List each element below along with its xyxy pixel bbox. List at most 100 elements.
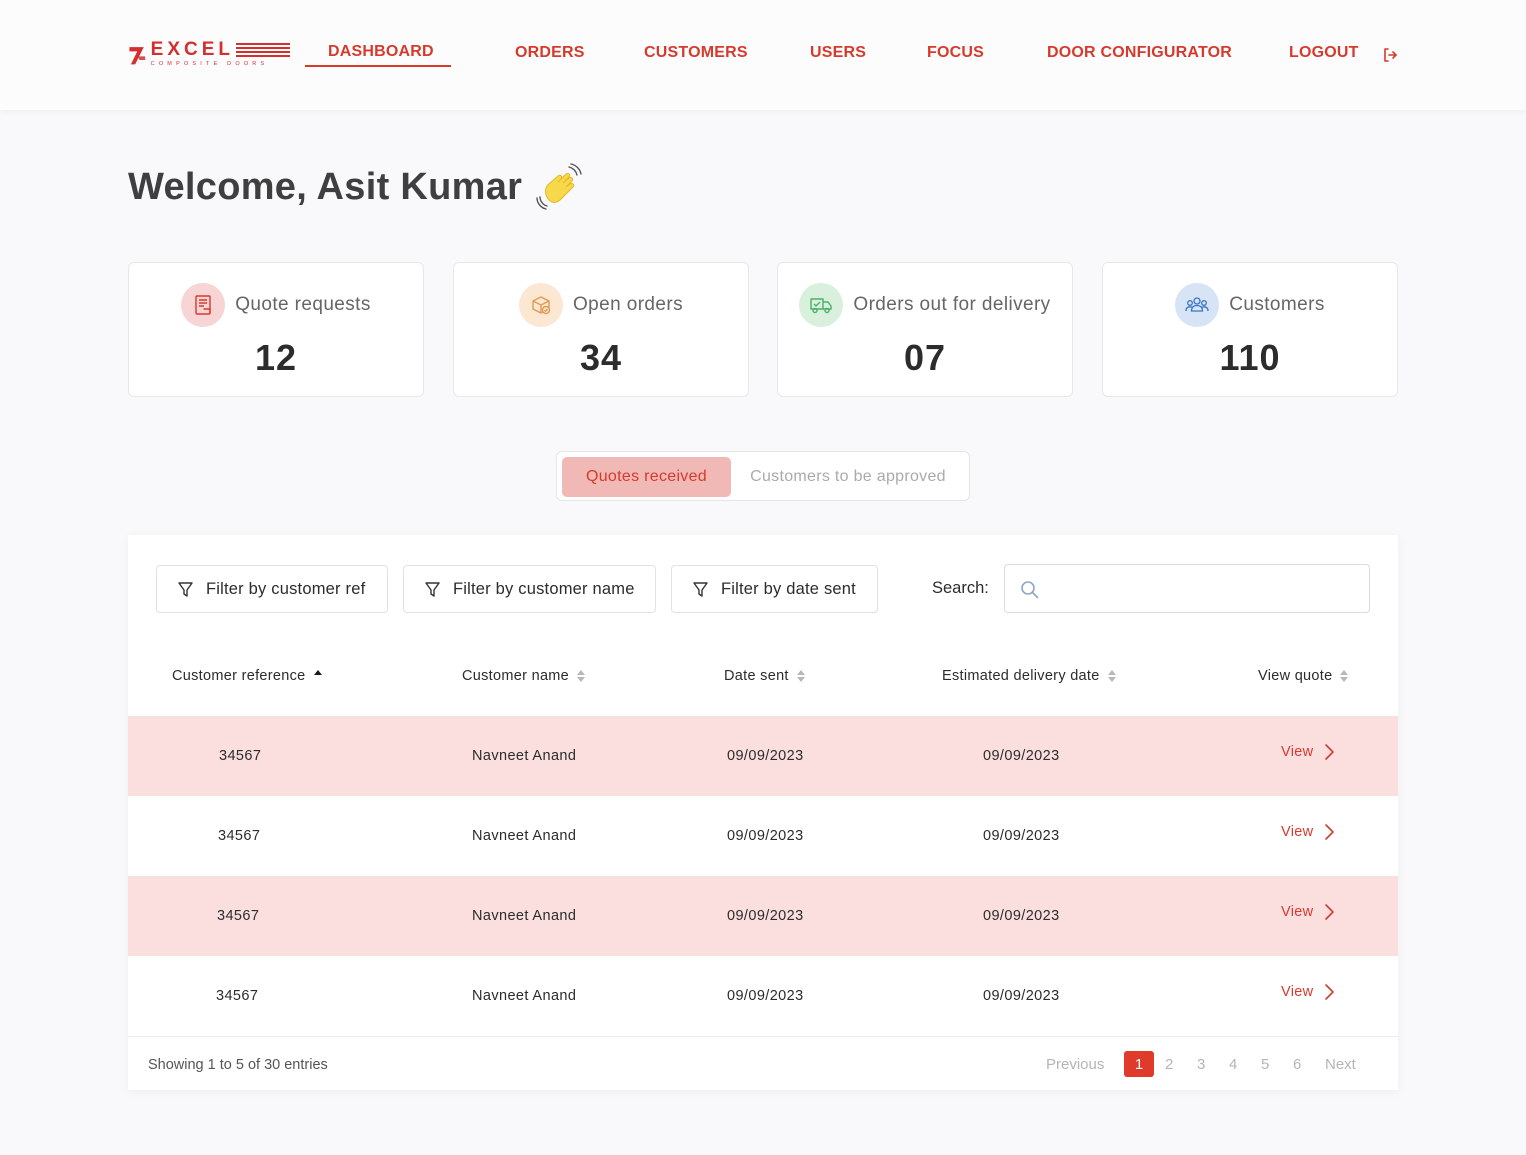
stat-label: Orders out for delivery	[853, 294, 1051, 315]
filter-date-sent-button[interactable]: Filter by date sent	[671, 565, 878, 613]
table-row[interactable]: 34567 Navneet Anand 09/09/2023 09/09/202…	[128, 796, 1398, 876]
pagination-page-6[interactable]: 6	[1293, 1055, 1302, 1073]
search-label: Search:	[932, 579, 989, 597]
column-header-estimated-delivery-date[interactable]: Estimated delivery date	[942, 668, 1116, 684]
filter-label: Filter by customer ref	[206, 579, 366, 598]
view-quote-link[interactable]: View	[1281, 982, 1335, 1002]
nav-logout[interactable]: LOGOUT	[1289, 44, 1359, 61]
stat-card-customers[interactable]: Customers 110	[1102, 262, 1398, 397]
filter-customer-ref-button[interactable]: Filter by customer ref	[156, 565, 388, 613]
filter-icon	[178, 581, 193, 597]
column-header-customer-reference[interactable]: Customer reference	[172, 668, 322, 684]
column-header-view-quote[interactable]: View quote	[1258, 668, 1349, 684]
filter-icon	[425, 581, 440, 597]
cell-date-sent: 09/09/2023	[727, 748, 804, 764]
users-group-icon	[1175, 283, 1220, 327]
table-row[interactable]: 34567 Navneet Anand 09/09/2023 09/09/202…	[128, 716, 1398, 796]
column-header-label: Estimated delivery date	[942, 668, 1100, 684]
sort-ascending-icon	[313, 670, 322, 682]
table-row[interactable]: 34567 Navneet Anand 09/09/2023 09/09/202…	[128, 876, 1398, 956]
view-label: View	[1281, 984, 1314, 1000]
cell-estimated-delivery-date: 09/09/2023	[983, 908, 1060, 924]
table-footer-divider	[128, 1036, 1398, 1037]
chevron-right-icon	[1325, 984, 1335, 1000]
view-label: View	[1281, 744, 1314, 760]
filter-icon	[693, 581, 708, 597]
filter-customer-name-button[interactable]: Filter by customer name	[403, 565, 656, 613]
logo-bars	[236, 43, 290, 57]
cell-customer-name: Navneet Anand	[472, 908, 577, 924]
welcome-text: Welcome, Asit Kumar	[128, 165, 523, 208]
sort-icon	[796, 670, 805, 682]
filter-label: Filter by date sent	[721, 579, 856, 598]
search-field[interactable]	[1004, 564, 1370, 613]
tab-customers-to-be-approved[interactable]: Customers to be approved	[750, 468, 946, 485]
box-icon	[518, 283, 563, 327]
cell-customer-name: Navneet Anand	[472, 748, 577, 764]
pagination-page-5[interactable]: 5	[1261, 1055, 1270, 1073]
stat-value: 110	[1219, 337, 1281, 378]
entries-summary: Showing 1 to 5 of 30 entries	[148, 1057, 328, 1073]
logo-mark-icon	[129, 47, 146, 65]
brand-logo[interactable]: EXCEL COMPOSITE DOORS	[128, 40, 290, 72]
cell-customer-name: Navneet Anand	[472, 828, 577, 844]
quotes-customers-toggle: Quotes received Customers to be approved	[556, 451, 970, 501]
stat-value: 07	[903, 337, 947, 378]
column-header-label: Customer name	[462, 668, 570, 684]
nav-door-configurator[interactable]: DOOR CONFIGURATOR	[1047, 44, 1233, 61]
pagination-page-3[interactable]: 3	[1197, 1055, 1206, 1073]
pagination-page-1[interactable]: 1	[1124, 1051, 1154, 1077]
view-label: View	[1281, 824, 1314, 840]
brand-name: EXCEL	[150, 39, 234, 60]
stat-value: 12	[254, 337, 298, 378]
pagination-next[interactable]: Next	[1325, 1055, 1356, 1073]
top-header: EXCEL COMPOSITE DOORS DASHBOARD ORDERS C…	[0, 0, 1526, 110]
chevron-right-icon	[1325, 904, 1335, 920]
stat-label: Customers	[1229, 294, 1325, 315]
search-input[interactable]	[1049, 573, 1359, 605]
nav-orders[interactable]: ORDERS	[515, 44, 585, 61]
cell-customer-name: Navneet Anand	[472, 988, 577, 1004]
table-row[interactable]: 34567 Navneet Anand 09/09/2023 09/09/202…	[128, 956, 1398, 1036]
delivery-truck-icon	[799, 283, 844, 327]
quotes-table-panel: Filter by customer ref Filter by custome…	[128, 535, 1398, 1090]
column-header-date-sent[interactable]: Date sent	[724, 668, 805, 684]
pagination-previous[interactable]: Previous	[1046, 1055, 1105, 1073]
cell-estimated-delivery-date: 09/09/2023	[983, 988, 1060, 1004]
cell-date-sent: 09/09/2023	[727, 828, 804, 844]
column-header-label: View quote	[1258, 668, 1333, 684]
nav-active-underline	[305, 65, 451, 67]
view-quote-link[interactable]: View	[1281, 742, 1335, 762]
nav-customers[interactable]: CUSTOMERS	[644, 44, 748, 61]
waving-hand-icon	[536, 163, 582, 210]
filter-label: Filter by customer name	[453, 579, 635, 598]
stat-label: Open orders	[572, 294, 683, 315]
cell-customer-reference: 34567	[219, 748, 262, 764]
chevron-right-icon	[1325, 744, 1335, 760]
column-header-label: Date sent	[724, 668, 789, 684]
tab-quotes-received[interactable]: Quotes received	[562, 457, 731, 497]
cell-estimated-delivery-date: 09/09/2023	[983, 828, 1060, 844]
sort-icon	[577, 670, 586, 682]
logout-icon[interactable]	[1382, 47, 1398, 63]
welcome-heading: Welcome, Asit Kumar	[128, 163, 584, 211]
nav-dashboard[interactable]: DASHBOARD	[328, 43, 434, 60]
column-header-label: Customer reference	[172, 668, 306, 684]
view-quote-link[interactable]: View	[1281, 822, 1335, 842]
sort-icon	[1340, 670, 1349, 682]
stat-card-quote-requests[interactable]: Quote requests 12	[128, 262, 424, 397]
view-quote-link[interactable]: View	[1281, 902, 1335, 922]
cell-estimated-delivery-date: 09/09/2023	[983, 748, 1060, 764]
stat-card-open-orders[interactable]: Open orders 34	[453, 262, 749, 397]
pagination-page-2[interactable]: 2	[1165, 1055, 1174, 1073]
column-header-customer-name[interactable]: Customer name	[462, 668, 586, 684]
cell-customer-reference: 34567	[218, 828, 261, 844]
cell-date-sent: 09/09/2023	[727, 908, 804, 924]
cell-date-sent: 09/09/2023	[727, 988, 804, 1004]
pagination-page-4[interactable]: 4	[1229, 1055, 1238, 1073]
nav-focus[interactable]: FOCUS	[927, 44, 984, 61]
stat-label: Quote requests	[235, 294, 371, 315]
nav-users[interactable]: USERS	[810, 44, 867, 61]
cell-customer-reference: 34567	[216, 988, 259, 1004]
stat-card-orders-out-for-delivery[interactable]: Orders out for delivery 07	[777, 262, 1073, 397]
